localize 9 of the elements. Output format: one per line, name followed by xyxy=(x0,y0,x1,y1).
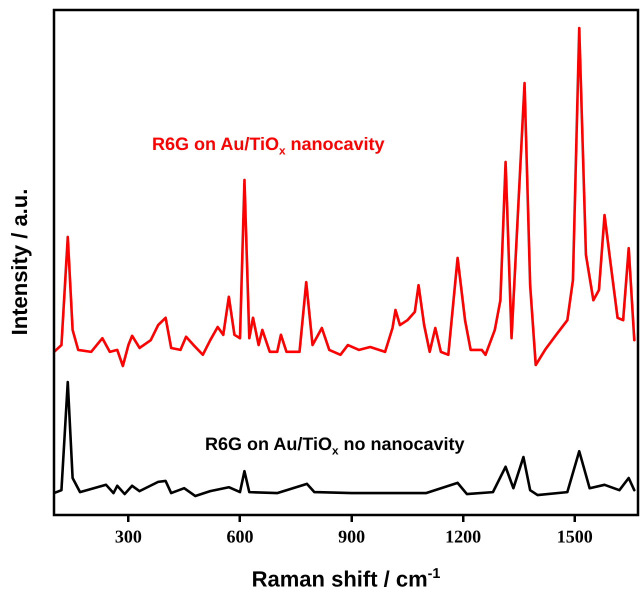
series-label: R6G on Au/TiO$_{x}$ no nanocavity xyxy=(205,434,465,458)
x-tick-label: 600 xyxy=(226,526,254,546)
x-tick-label: 300 xyxy=(114,526,142,546)
text: R6G on Au/TiO$_{x}$ nanocavity xyxy=(152,134,385,158)
x-tick-label: 1500 xyxy=(556,526,593,546)
x-tick-label: 1200 xyxy=(445,526,482,546)
y-axis-title: Intensity / a.u. xyxy=(7,188,33,336)
x-tick-label: 900 xyxy=(338,526,366,546)
x-axis-title: Raman shift / cm$^{-1}$ xyxy=(250,566,442,592)
